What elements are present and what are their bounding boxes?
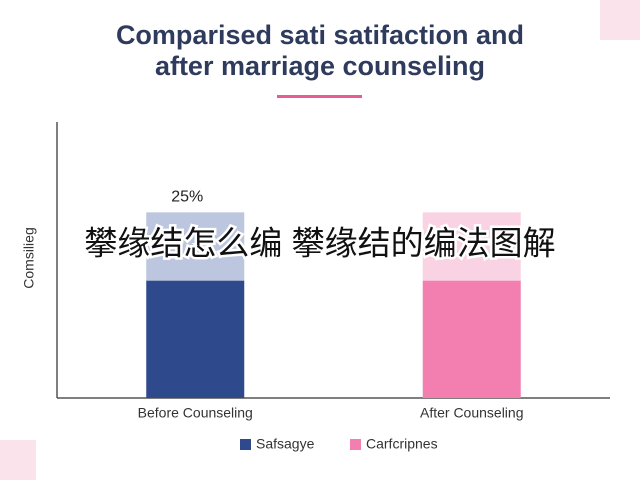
bar-segment [146, 212, 245, 281]
legend-label: Carfcripnes [366, 436, 438, 452]
corner-decoration [0, 440, 36, 480]
bar-segment [146, 280, 245, 398]
chart-title: after marriage counseling [155, 51, 485, 81]
data-label: 25% [171, 189, 203, 206]
legend-swatch [240, 439, 251, 450]
legend-swatch [350, 439, 361, 450]
legend-label: Safsagye [256, 436, 315, 452]
title-underline [277, 95, 362, 98]
chart-title: Comparised sati satifaction and [116, 20, 524, 50]
bar-segment [422, 212, 521, 281]
x-tick-label: Before Counseling [138, 405, 253, 421]
y-axis-label: Comsilieg [21, 227, 37, 288]
overlay-text: 攀缘结怎么编 攀缘结的编法图解 [84, 225, 555, 262]
bar-segment [422, 280, 521, 398]
corner-decoration [600, 0, 640, 40]
x-tick-label: After Counseling [420, 405, 524, 421]
